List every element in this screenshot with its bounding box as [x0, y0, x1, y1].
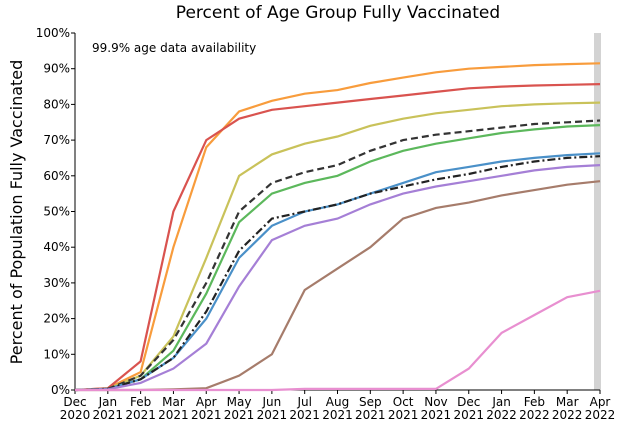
x-tick-label: Aug 2021 [322, 395, 353, 422]
x-tick-label: May 2021 [224, 395, 255, 422]
series-line [74, 155, 601, 392]
x-tick-label: Jun 2021 [257, 395, 288, 422]
x-tick-label: Jul 2021 [289, 395, 320, 422]
y-tick-label: 0% [51, 383, 70, 397]
x-tick-label: Dec 2020 [60, 395, 91, 422]
y-tick-label: 90% [43, 62, 70, 76]
y-axis-title: Percent of Population Fully Vaccinated [7, 60, 26, 365]
y-tick-label: 30% [43, 276, 70, 290]
x-tick-label: Oct 2021 [388, 395, 419, 422]
series-line [75, 289, 601, 392]
x-tick-label: Jan 2022 [486, 395, 517, 422]
series-line [74, 119, 601, 392]
series-line [74, 83, 601, 392]
y-tick-label: 60% [43, 169, 70, 183]
y-tick-label: 50% [43, 205, 70, 219]
y-tick-label: 40% [43, 240, 70, 254]
x-tick-label: Feb 2022 [519, 395, 550, 422]
annotation: 99.9% age data availability [92, 41, 256, 55]
y-tick-label: 70% [43, 133, 70, 147]
shaded-region [594, 33, 601, 390]
x-tick-label: Nov 2021 [421, 395, 452, 422]
series-line [74, 62, 601, 392]
y-tick-label: 10% [43, 347, 70, 361]
x-tick-label: Apr 2022 [585, 395, 616, 422]
chart-title: Percent of Age Group Fully Vaccinated [176, 3, 500, 23]
x-tick-label: Feb 2021 [125, 395, 156, 422]
x-tick-label: Apr 2021 [191, 395, 222, 422]
series-line [74, 164, 601, 392]
x-tick-label: Mar 2022 [552, 395, 583, 422]
series-line [74, 101, 601, 392]
x-tick-label: Jan 2021 [93, 395, 124, 422]
series-line [74, 124, 601, 392]
x-tick-label: Mar 2021 [158, 395, 189, 422]
y-tick-label: 20% [43, 312, 70, 326]
series-line [74, 152, 601, 392]
y-tick-label: 100% [36, 26, 70, 40]
x-tick-label: Sep 2021 [355, 395, 386, 422]
x-tick-label: Dec 2021 [453, 395, 484, 422]
y-tick-label: 80% [43, 97, 70, 111]
